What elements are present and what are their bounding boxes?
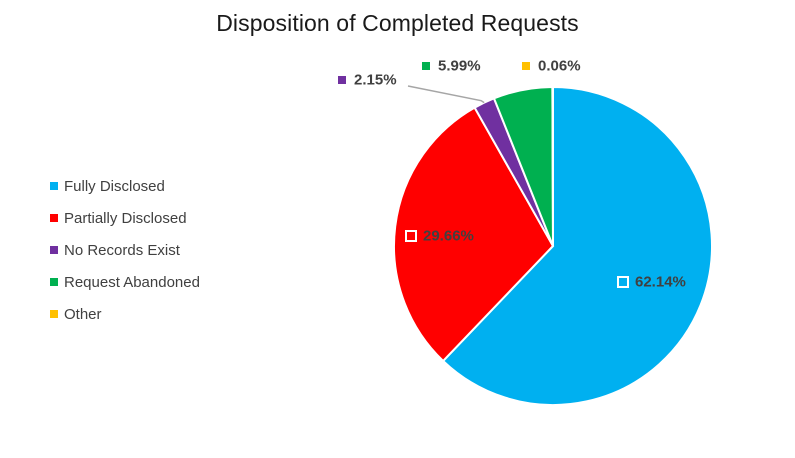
legend-swatch bbox=[50, 182, 58, 190]
pie-slice-partially-disclosed bbox=[393, 106, 555, 363]
data-label-text: 5.99% bbox=[438, 58, 481, 75]
pie-slice-fully-disclosed bbox=[441, 85, 713, 406]
legend: Fully Disclosed Partially Disclosed No R… bbox=[50, 170, 200, 330]
legend-swatch bbox=[50, 214, 58, 222]
data-label-no-records-exist: 2.15% bbox=[338, 72, 397, 89]
legend-key-marker bbox=[405, 230, 417, 242]
chart-title: Disposition of Completed Requests bbox=[216, 10, 579, 36]
legend-swatch bbox=[50, 278, 58, 286]
legend-key-marker bbox=[422, 62, 430, 70]
legend-key-marker bbox=[617, 276, 629, 288]
data-label-text: 0.06% bbox=[538, 58, 581, 75]
legend-label: No Records Exist bbox=[64, 241, 180, 259]
legend-item-other: Other bbox=[50, 298, 200, 330]
data-label-text: 62.14% bbox=[635, 274, 686, 291]
legend-swatch bbox=[50, 246, 58, 254]
pie-slice-other bbox=[551, 85, 554, 247]
data-label-other: 0.06% bbox=[522, 58, 581, 75]
legend-label: Fully Disclosed bbox=[64, 177, 165, 195]
legend-key-marker bbox=[338, 76, 346, 84]
data-label-fully-disclosed: 62.14% bbox=[617, 274, 686, 291]
legend-item-partially-disclosed: Partially Disclosed bbox=[50, 202, 200, 234]
data-label-partially-disclosed: 29.66% bbox=[405, 228, 474, 245]
legend-label: Partially Disclosed bbox=[64, 209, 187, 227]
legend-label: Other bbox=[64, 305, 102, 323]
legend-swatch bbox=[50, 310, 58, 318]
data-label-request-abandoned: 5.99% bbox=[422, 58, 481, 75]
legend-item-request-abandoned: Request Abandoned bbox=[50, 266, 200, 298]
leader-line bbox=[407, 85, 485, 104]
legend-key-marker bbox=[522, 62, 530, 70]
data-label-text: 29.66% bbox=[423, 228, 474, 245]
data-label-text: 2.15% bbox=[354, 72, 397, 89]
legend-label: Request Abandoned bbox=[64, 273, 200, 291]
legend-item-fully-disclosed: Fully Disclosed bbox=[50, 170, 200, 202]
legend-item-no-records-exist: No Records Exist bbox=[50, 234, 200, 266]
